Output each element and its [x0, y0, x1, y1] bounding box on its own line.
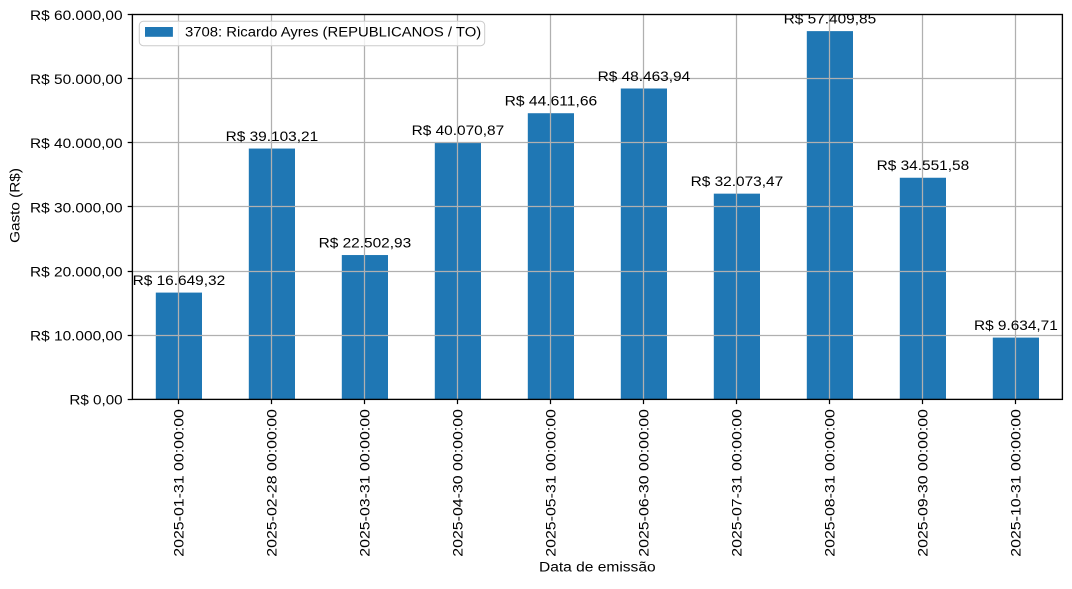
svg-text:R$ 44.611,66: R$ 44.611,66	[505, 94, 598, 109]
svg-text:R$ 9.634,71: R$ 9.634,71	[974, 318, 1058, 333]
svg-text:2025-10-31 00:00:00: 2025-10-31 00:00:00	[1009, 409, 1024, 557]
svg-text:R$ 40.000,00: R$ 40.000,00	[30, 136, 123, 151]
svg-text:2025-07-31 00:00:00: 2025-07-31 00:00:00	[730, 409, 745, 557]
svg-text:2025-03-31 00:00:00: 2025-03-31 00:00:00	[358, 409, 373, 557]
svg-text:Data de emissão: Data de emissão	[539, 560, 656, 575]
svg-text:R$ 10.000,00: R$ 10.000,00	[30, 329, 123, 344]
svg-text:2025-08-31 00:00:00: 2025-08-31 00:00:00	[823, 409, 838, 557]
svg-text:R$ 22.502,93: R$ 22.502,93	[319, 235, 412, 250]
svg-text:R$ 30.000,00: R$ 30.000,00	[30, 200, 123, 215]
svg-text:2025-05-31 00:00:00: 2025-05-31 00:00:00	[544, 409, 559, 557]
svg-text:R$ 16.649,32: R$ 16.649,32	[133, 273, 226, 288]
svg-text:2025-04-30 00:00:00: 2025-04-30 00:00:00	[451, 409, 466, 557]
svg-text:2025-01-31 00:00:00: 2025-01-31 00:00:00	[172, 409, 187, 557]
svg-text:Gasto (R$): Gasto (R$)	[8, 168, 23, 243]
svg-text:R$ 57.409,85: R$ 57.409,85	[784, 12, 877, 27]
svg-text:R$ 32.073,47: R$ 32.073,47	[691, 174, 784, 189]
svg-text:R$ 50.000,00: R$ 50.000,00	[30, 72, 123, 87]
svg-text:R$ 60.000,00: R$ 60.000,00	[30, 8, 123, 23]
svg-text:2025-06-30 00:00:00: 2025-06-30 00:00:00	[637, 409, 652, 557]
svg-text:R$ 34.551,58: R$ 34.551,58	[877, 158, 970, 173]
svg-text:3708: Ricardo Ayres (REPUBLICA: 3708: Ricardo Ayres (REPUBLICANOS / TO)	[185, 25, 481, 40]
svg-text:R$ 48.463,94: R$ 48.463,94	[598, 69, 691, 84]
svg-text:R$ 20.000,00: R$ 20.000,00	[30, 264, 123, 279]
svg-text:R$ 40.070,87: R$ 40.070,87	[412, 123, 505, 138]
svg-text:R$ 0,00: R$ 0,00	[69, 393, 122, 408]
svg-text:2025-02-28 00:00:00: 2025-02-28 00:00:00	[265, 409, 280, 557]
svg-text:2025-09-30 00:00:00: 2025-09-30 00:00:00	[916, 409, 931, 557]
svg-text:R$ 39.103,21: R$ 39.103,21	[226, 129, 319, 144]
